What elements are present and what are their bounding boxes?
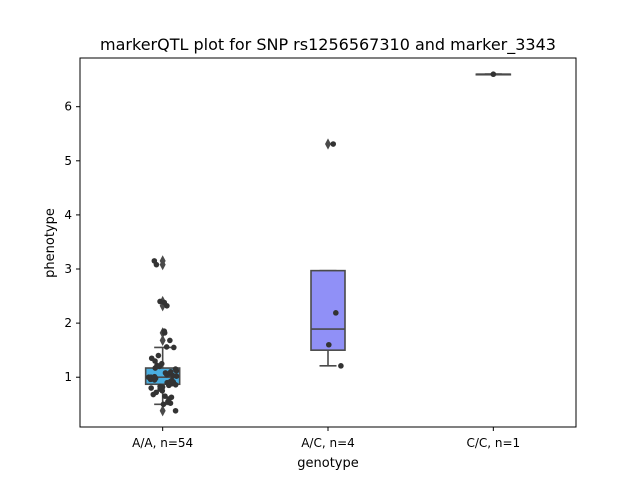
data-point (163, 344, 170, 350)
data-point (155, 352, 162, 359)
plot-area (79, 57, 577, 428)
data-point (171, 344, 177, 351)
data-point (162, 393, 168, 399)
data-point (157, 298, 163, 305)
y-axis: 1 2 3 4 5 6 (64, 100, 80, 384)
y-tick-label: 5 (64, 154, 72, 168)
x-tick-label: A/C, n=4 (301, 436, 355, 450)
y-tick-label: 4 (64, 208, 72, 222)
data-point (161, 328, 168, 335)
data-point (151, 258, 158, 264)
data-point (338, 363, 344, 369)
data-point (167, 337, 173, 344)
y-tick-label: 6 (64, 100, 72, 114)
x-axis-label: genotype (297, 456, 358, 471)
outlier-marker (159, 334, 166, 347)
data-point (172, 407, 179, 414)
data-point (169, 377, 175, 384)
x-tick-label: C/C, n=1 (466, 436, 520, 450)
data-point (326, 341, 332, 348)
point-group (145, 71, 497, 414)
box-group (144, 73, 512, 417)
data-point (157, 383, 163, 390)
x-axis: A/A, n=54 A/C, n=4 C/C, n=1 (132, 427, 520, 450)
data-point (158, 360, 165, 367)
y-tick-label: 1 (64, 370, 72, 384)
data-point (172, 366, 179, 372)
data-point (167, 369, 174, 375)
outlier-marker (159, 405, 166, 417)
data-point (161, 299, 168, 306)
chart-title: markerQTL plot for SNP rs1256567310 and … (100, 35, 556, 55)
outlier-marker (159, 255, 166, 267)
box (310, 269, 346, 351)
data-point (148, 355, 155, 362)
data-point (148, 385, 154, 391)
data-point (490, 71, 497, 78)
data-point (162, 370, 169, 376)
data-point (330, 141, 337, 147)
data-point (154, 362, 160, 369)
data-point (151, 373, 158, 380)
y-tick-label: 3 (64, 262, 72, 276)
y-axis-label: phenotype (43, 208, 58, 278)
x-tick-label: A/A, n=54 (132, 436, 193, 450)
outlier-marker (325, 138, 331, 150)
data-point (168, 394, 175, 401)
data-point (160, 401, 167, 408)
y-tick-label: 2 (64, 316, 72, 330)
data-point (333, 310, 339, 316)
data-point (153, 389, 160, 396)
